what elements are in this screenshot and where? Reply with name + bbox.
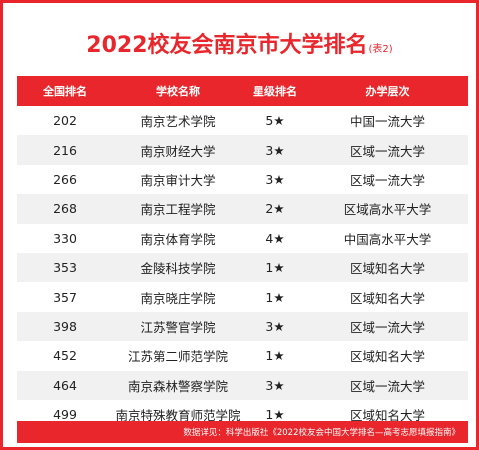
cell-school-name: 南京晓庄学院	[140, 290, 216, 306]
cell-school-name: 南京特殊教育师范学院	[115, 408, 241, 424]
table-row: 452 江苏第二师范学院 1★ 区域知名大学	[17, 341, 468, 370]
cell-star-rating: 2★	[265, 201, 285, 217]
cell-school-level: 中国高水平大学	[343, 231, 432, 247]
cell-national-rank: 464	[53, 377, 77, 393]
source-footer: 数据详见：科学出版社《2022校友会中国大学排名—高考志愿填报指南》	[17, 421, 468, 443]
table-row: 499 南京特殊教育师范学院 1★ 区域知名大学	[17, 400, 468, 429]
cell-national-rank: 353	[53, 260, 77, 276]
cell-school-name: 南京艺术学院	[140, 114, 216, 130]
cell-school-name: 江苏警官学院	[140, 319, 216, 335]
cell-national-rank: 499	[53, 407, 77, 423]
cell-star-rating: 4★	[265, 230, 285, 246]
cell-national-rank: 268	[53, 201, 77, 217]
cell-national-rank: 357	[53, 289, 77, 305]
table-row: 216 南京财经大学 3★ 区域一流大学	[17, 135, 468, 165]
cell-national-rank: 398	[53, 318, 77, 334]
cell-star-rating: 3★	[265, 318, 285, 334]
table-row: 330 南京体育学院 4★ 中国高水平大学	[17, 224, 468, 253]
header-national-rank: 全国排名	[43, 85, 87, 98]
cell-star-rating: 3★	[265, 142, 285, 158]
cell-star-rating: 3★	[265, 171, 285, 187]
table-row: 357 南京晓庄学院 1★ 区域知名大学	[17, 282, 468, 311]
cell-school-name: 江苏第二师范学院	[127, 349, 228, 365]
header-star-rating: 星级排名	[253, 85, 297, 98]
cell-school-level: 区域一流大学	[349, 378, 425, 394]
cell-school-level: 区域知名大学	[349, 349, 425, 365]
table-row: 266 南京审计大学 3★ 区域一流大学	[17, 165, 468, 194]
cell-school-level: 区域一流大学	[349, 143, 425, 159]
table-row: 398 江苏警官学院 3★ 区域一流大学	[17, 311, 468, 342]
cell-school-level: 区域知名大学	[349, 408, 425, 424]
table-row: 202 南京艺术学院 5★ 中国一流大学	[17, 106, 468, 135]
table-row: 353 金陵科技学院 1★ 区域知名大学	[17, 252, 468, 283]
cell-school-level: 区域一流大学	[349, 319, 425, 335]
cell-school-level: 区域一流大学	[349, 172, 425, 188]
cell-star-rating: 1★	[265, 260, 285, 276]
cell-star-rating: 1★	[265, 289, 285, 305]
page-title: 2022校友会南京市大学排名	[86, 33, 368, 58]
cell-school-name: 南京森林警察学院	[127, 378, 228, 394]
table-row: 268 南京工程学院 2★ 区域高水平大学	[17, 194, 468, 224]
header-school-name: 学校名称	[156, 85, 200, 98]
table-row: 464 南京森林警察学院 3★ 区域一流大学	[17, 370, 468, 400]
cell-school-level: 区域高水平大学	[343, 202, 432, 218]
cell-star-rating: 1★	[265, 348, 285, 364]
cell-national-rank: 202	[53, 113, 77, 129]
cell-star-rating: 5★	[265, 113, 285, 129]
cell-school-name: 南京财经大学	[140, 143, 216, 159]
table-header: 全国排名 学校名称 星级排名 办学层次	[17, 76, 468, 106]
cell-national-rank: 266	[53, 171, 77, 187]
table-body: 202 南京艺术学院 5★ 中国一流大学 216 南京财经大学 3★ 区域一流大学 266 南京审…	[17, 106, 468, 429]
cell-star-rating: 3★	[265, 377, 285, 393]
cell-school-name: 南京工程学院	[140, 202, 216, 218]
cell-national-rank: 452	[53, 348, 77, 364]
header-school-level: 办学层次	[365, 85, 410, 98]
title-block: 2022校友会南京市大学排名(表2)	[6, 27, 473, 63]
ranking-table: 全国排名 学校名称 星级排名 办学层次 202 南京艺术学院 5★ 中国一流大学 216…	[17, 76, 468, 429]
cell-school-name: 南京体育学院	[140, 231, 216, 247]
cell-school-name: 金陵科技学院	[140, 261, 216, 277]
cell-star-rating: 1★	[265, 407, 285, 423]
cell-school-level: 区域知名大学	[349, 261, 425, 277]
cell-national-rank: 330	[53, 230, 77, 246]
cell-national-rank: 216	[53, 142, 77, 158]
cell-school-level: 中国一流大学	[349, 114, 425, 130]
cell-school-level: 区域知名大学	[349, 290, 425, 306]
cell-school-name: 南京审计大学	[140, 172, 216, 188]
page-subtitle: (表2)	[368, 44, 393, 55]
